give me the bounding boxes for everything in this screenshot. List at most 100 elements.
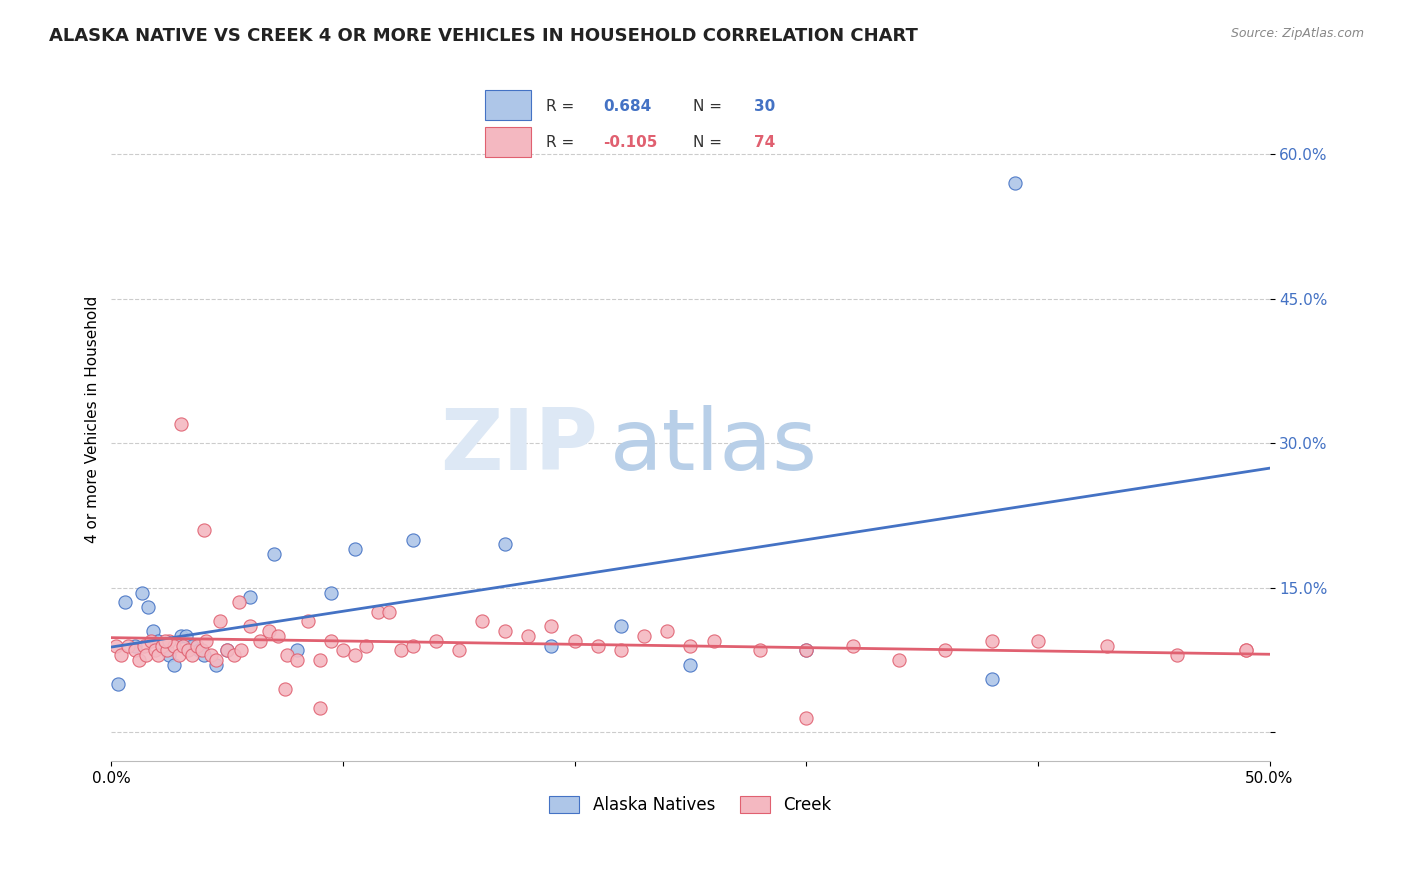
Point [200, 648, 222, 662]
Point [228, 595, 250, 609]
Point [1097, 639, 1119, 653]
Point [163, 639, 186, 653]
Point [170, 629, 193, 643]
Point [980, 672, 1002, 686]
Point [285, 643, 308, 657]
Point [343, 542, 366, 557]
Point [309, 653, 332, 667]
Point [794, 643, 817, 657]
Point [146, 648, 169, 662]
Y-axis label: 4 or more Vehicles in Household: 4 or more Vehicles in Household [86, 295, 100, 543]
Point [263, 547, 285, 561]
Point [657, 624, 679, 639]
Point [107, 677, 129, 691]
Point [471, 615, 494, 629]
Point [447, 643, 470, 657]
Point [217, 643, 239, 657]
Point [586, 639, 609, 653]
Point [610, 619, 633, 633]
Text: Source: ZipAtlas.com: Source: ZipAtlas.com [1230, 27, 1364, 40]
Point [239, 619, 262, 633]
Point [153, 639, 176, 653]
Text: atlas: atlas [609, 405, 817, 488]
Point [980, 633, 1002, 648]
Point [153, 633, 176, 648]
Point [1166, 648, 1188, 662]
Point [274, 681, 297, 696]
Point [679, 639, 702, 653]
Point [170, 417, 193, 431]
Point [204, 653, 226, 667]
Point [257, 624, 280, 639]
Point [841, 639, 863, 653]
Point [117, 639, 139, 653]
Point [172, 639, 194, 653]
Point [132, 639, 155, 653]
Point [145, 643, 167, 657]
Point [540, 639, 562, 653]
Point [181, 639, 204, 653]
Point [114, 595, 136, 609]
Point [193, 648, 215, 662]
Point [224, 648, 246, 662]
Point [1234, 643, 1257, 657]
Point [749, 643, 772, 657]
Point [105, 639, 128, 653]
Point [332, 643, 354, 657]
Point [190, 643, 212, 657]
Point [1234, 643, 1257, 657]
Point [163, 657, 186, 672]
Point [124, 643, 146, 657]
Point [494, 537, 516, 551]
Point [239, 591, 262, 605]
Point [188, 643, 211, 657]
Point [156, 643, 179, 657]
Point [150, 639, 173, 653]
Point [494, 624, 516, 639]
Point [934, 643, 956, 657]
Point [1026, 633, 1049, 648]
Point [794, 711, 817, 725]
Point [564, 633, 586, 648]
Point [177, 643, 200, 657]
Legend: Alaska Natives, Creek: Alaska Natives, Creek [550, 796, 831, 814]
Text: ALASKA NATIVE VS CREEK 4 OR MORE VEHICLES IN HOUSEHOLD CORRELATION CHART: ALASKA NATIVE VS CREEK 4 OR MORE VEHICLE… [49, 27, 918, 45]
Point [794, 643, 817, 657]
Text: ZIP: ZIP [440, 405, 598, 488]
Point [229, 643, 252, 657]
Point [1004, 177, 1026, 191]
Point [285, 653, 308, 667]
Point [321, 633, 343, 648]
Point [249, 633, 271, 648]
Point [195, 633, 218, 648]
Point [679, 657, 702, 672]
Point [146, 633, 169, 648]
Point [167, 648, 190, 662]
Point [321, 585, 343, 599]
Point [540, 619, 562, 633]
Point [378, 605, 401, 619]
Point [297, 615, 319, 629]
Point [157, 633, 180, 648]
Point [389, 643, 412, 657]
Point [138, 600, 160, 615]
Point [217, 643, 239, 657]
Point [425, 633, 447, 648]
Point [193, 523, 215, 537]
Point [267, 629, 290, 643]
Point [157, 648, 180, 662]
Point [610, 643, 633, 657]
Point [204, 657, 226, 672]
Point [354, 639, 377, 653]
Point [401, 533, 423, 547]
Point [633, 629, 655, 643]
Point [181, 648, 204, 662]
Point [343, 648, 366, 662]
Point [139, 633, 162, 648]
Point [703, 633, 725, 648]
Point [309, 701, 332, 715]
Point [401, 639, 423, 653]
Point [124, 639, 146, 653]
Point [367, 605, 389, 619]
Point [142, 624, 165, 639]
